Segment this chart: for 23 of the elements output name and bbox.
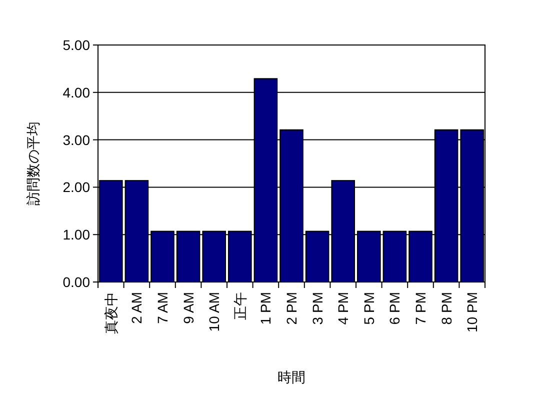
x-tick-label: 真夜中 xyxy=(102,292,119,334)
y-tick-label: 1.00 xyxy=(62,226,90,243)
x-tick-label: 3 PM xyxy=(309,292,326,325)
x-tick-label: 4 PM xyxy=(335,292,352,325)
x-tick-label: 2 PM xyxy=(284,292,300,325)
x-tick-label: 1 PM xyxy=(258,292,274,325)
y-axis-title: 訪問数の平均 xyxy=(25,122,41,206)
x-tick-label: 8 PM xyxy=(438,292,454,325)
x-tick-label: 7 AM xyxy=(154,292,170,324)
y-tick-label: 4.00 xyxy=(62,84,90,100)
x-tick-label: 2 AM xyxy=(128,292,145,324)
x-tick-label: 6 PM xyxy=(386,292,403,325)
x-tick-label: 5 PM xyxy=(360,292,377,325)
y-tick-label: 2.00 xyxy=(62,179,90,196)
y-tick-label: 0.00 xyxy=(62,274,90,290)
x-tick-label: 7 PM xyxy=(412,292,428,325)
x-tick-label: 9 AM xyxy=(180,292,196,324)
x-tick-label: 10 PM xyxy=(464,292,480,332)
y-tick-label: 5.00 xyxy=(62,37,90,53)
y-tick-label: 3.00 xyxy=(62,132,90,148)
x-tick-label: 10 AM xyxy=(206,292,222,332)
x-axis-title: 時間 xyxy=(278,369,306,385)
x-tick-label: 正午 xyxy=(232,292,248,320)
